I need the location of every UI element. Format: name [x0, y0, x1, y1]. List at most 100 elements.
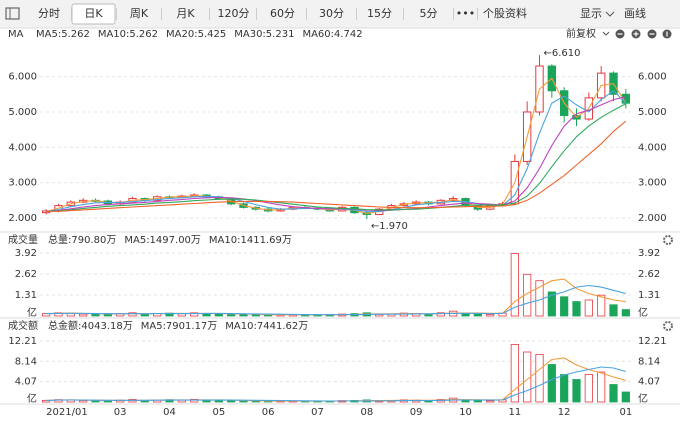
y-tick-label: 3.000 — [8, 178, 37, 189]
y-tick-label-right: 4.000 — [638, 142, 667, 153]
tab[interactable] — [212, 4, 255, 24]
tab[interactable] — [308, 4, 355, 24]
legend-entry: MA20:5.425 — [166, 29, 226, 40]
y-tick-label-right: 8.14 — [638, 356, 660, 367]
bar — [486, 400, 495, 403]
x-tick-label: 09 — [410, 407, 423, 418]
tab[interactable] — [455, 4, 476, 24]
tab[interactable] — [118, 4, 160, 24]
bar — [597, 294, 606, 317]
chart-title: MA — [8, 29, 24, 40]
ma-line — [46, 96, 626, 213]
bar — [239, 400, 248, 403]
draw-button[interactable]: 画线 — [624, 6, 646, 20]
tab-label[interactable]: 个股资料 — [483, 6, 527, 20]
y-tick-label: 6.000 — [8, 72, 37, 83]
legend-entry: MA10:1411.69万 — [209, 235, 292, 246]
x-tick-label: 04 — [163, 407, 176, 418]
bar — [584, 299, 593, 317]
zoom-icons[interactable] — [615, 29, 672, 39]
bar — [547, 291, 556, 317]
settings-icon[interactable] — [663, 321, 673, 331]
bar — [79, 400, 88, 403]
axis-unit: 亿 — [27, 306, 37, 319]
legend-entry: MA10:7441.62万 — [225, 321, 308, 332]
tab[interactable] — [28, 4, 70, 24]
ma-line — [46, 120, 627, 213]
tab-label[interactable]: 分时 — [38, 7, 60, 20]
tab[interactable] — [163, 4, 208, 24]
tab-label[interactable]: 日K — [84, 7, 103, 20]
legend-entry: MA5:5.262 — [36, 29, 90, 40]
bar — [560, 296, 569, 317]
tab-label[interactable]: 月K — [176, 7, 195, 20]
tab[interactable] — [478, 4, 532, 24]
bar — [79, 313, 88, 317]
tab[interactable] — [260, 4, 305, 24]
tab[interactable] — [357, 4, 402, 24]
bar — [621, 391, 630, 403]
tab[interactable] — [405, 4, 452, 24]
x-tick-label: 08 — [360, 407, 373, 418]
bar — [510, 253, 519, 317]
tab-label[interactable]: 15分 — [367, 7, 392, 20]
bar — [572, 301, 581, 317]
bar — [227, 400, 236, 403]
bar — [128, 312, 137, 317]
x-tick-label: 03 — [114, 407, 127, 418]
bar — [140, 313, 149, 317]
ma-line — [46, 284, 626, 316]
legend-entry: 总量:790.80万 — [48, 233, 116, 246]
axis-unit: 亿 — [27, 392, 37, 405]
tab-label[interactable]: ••• — [456, 7, 475, 20]
bar — [227, 313, 236, 317]
x-tick-label: 10 — [459, 407, 472, 418]
panel-title: 成交额 — [8, 319, 38, 332]
sidebar-icon[interactable] — [5, 7, 20, 20]
tab[interactable] — [71, 3, 116, 25]
bar — [214, 313, 223, 317]
bar — [535, 354, 544, 403]
y-tick-label-right: 6.000 — [638, 72, 667, 83]
y-tick-label: 2.62 — [15, 269, 37, 280]
legend-entry: MA5:7901.17万 — [141, 321, 218, 332]
x-tick-label: 05 — [212, 407, 225, 418]
x-tick-label: 12 — [558, 407, 571, 418]
bar — [547, 364, 556, 403]
display-button[interactable]: 显示 — [580, 7, 602, 20]
bar — [523, 273, 532, 317]
y-tick-label: 5.000 — [8, 107, 37, 118]
bar — [609, 384, 618, 403]
y-tick-label-right: 3.92 — [638, 248, 660, 259]
zoom-icon-signs — [617, 31, 668, 37]
axis-unit-right: 亿 — [638, 306, 648, 319]
y-tick-label-right: 5.000 — [638, 107, 667, 118]
bar — [264, 314, 273, 317]
bar — [584, 374, 593, 403]
legend-entry: MA30:5.231 — [234, 29, 294, 40]
tab-label[interactable]: 120分 — [218, 7, 250, 20]
x-tick-label: 01 — [619, 407, 632, 418]
annotation: ←6.610 — [544, 48, 581, 59]
legend-entry: 总金额:4043.18万 — [48, 319, 133, 332]
y-tick-label-right: 12.21 — [638, 336, 667, 347]
annotation: ←1.970 — [371, 221, 408, 232]
tab-label[interactable]: 60分 — [270, 7, 295, 20]
y-tick-label-right: 2.62 — [638, 269, 660, 280]
bar — [239, 314, 248, 317]
adjustment[interactable]: 前复权 — [566, 27, 596, 40]
tab-label[interactable]: 30分 — [319, 7, 344, 20]
tab-label[interactable]: 5分 — [420, 7, 438, 20]
settings-icon[interactable] — [663, 235, 673, 245]
chevron — [605, 11, 615, 17]
bar — [510, 344, 519, 403]
ma-line — [46, 103, 627, 213]
bar — [436, 312, 445, 317]
ma-line — [46, 366, 626, 402]
bar — [597, 371, 606, 403]
y-tick-label: 8.14 — [15, 356, 37, 367]
tab-label[interactable]: 周K — [130, 7, 149, 20]
y-tick-label-right: 1.31 — [638, 290, 660, 301]
bar — [486, 313, 495, 317]
